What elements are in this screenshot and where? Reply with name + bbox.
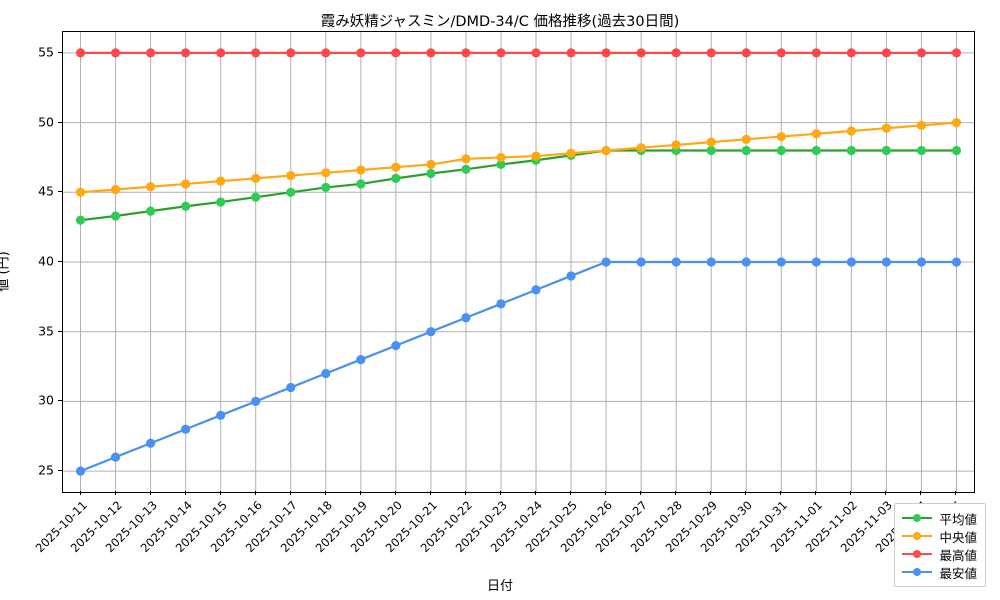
x-tick-mark bbox=[885, 491, 887, 495]
x-tick-mark bbox=[780, 491, 782, 495]
y-tick-mark bbox=[58, 330, 62, 332]
series-2 bbox=[75, 118, 962, 197]
chart-title: 霞み妖精ジャスミン/DMD-34/C 価格推移(過去30日間) bbox=[320, 14, 680, 30]
series-3 bbox=[75, 48, 962, 58]
x-tick-mark bbox=[955, 491, 957, 495]
legend-label: 最高値 bbox=[939, 547, 977, 563]
x-tick-mark bbox=[464, 491, 466, 495]
y-tick-mark bbox=[58, 470, 62, 472]
y-tick-mark bbox=[58, 121, 62, 123]
y-tick-label: 25 bbox=[38, 462, 54, 478]
y-axis-label: 値 (円) bbox=[0, 251, 12, 291]
x-tick-mark bbox=[359, 491, 361, 495]
x-tick-mark bbox=[570, 491, 572, 495]
legend-item-3[interactable]: 最高値 bbox=[902, 545, 977, 563]
x-tick-mark bbox=[254, 491, 256, 495]
legend-marker-icon bbox=[902, 511, 933, 525]
legend-marker-icon bbox=[902, 529, 933, 543]
y-tick-mark bbox=[58, 51, 62, 53]
legend-label: 平均値 bbox=[939, 511, 977, 527]
x-tick-mark bbox=[219, 491, 221, 495]
x-tick-mark bbox=[184, 491, 186, 495]
plot-area bbox=[62, 31, 975, 493]
legend-item-2[interactable]: 中央値 bbox=[902, 527, 977, 545]
y-tick-label: 55 bbox=[38, 44, 54, 60]
y-tick-mark bbox=[58, 261, 62, 262]
y-tick-label: 35 bbox=[38, 323, 54, 339]
legend-label: 最安値 bbox=[939, 565, 977, 581]
x-tick-mark bbox=[640, 491, 642, 495]
y-tick-mark bbox=[58, 191, 62, 193]
x-tick-mark bbox=[499, 491, 501, 495]
x-tick-mark bbox=[429, 491, 431, 495]
data-series-layer bbox=[75, 48, 962, 476]
y-tick-label: 40 bbox=[38, 253, 54, 269]
x-tick-mark bbox=[605, 491, 607, 495]
x-tick-mark bbox=[710, 491, 712, 495]
x-tick-mark bbox=[815, 491, 817, 495]
x-tick-mark bbox=[114, 491, 116, 495]
chart-legend: 平均値中央値最高値最安値 bbox=[894, 503, 986, 587]
x-tick-mark bbox=[535, 491, 537, 495]
x-tick-mark bbox=[850, 491, 852, 495]
x-tick-mark bbox=[149, 491, 151, 495]
y-tick-mark bbox=[58, 400, 62, 402]
x-tick-mark bbox=[394, 491, 396, 495]
legend-label: 中央値 bbox=[939, 529, 977, 545]
legend-item-1[interactable]: 平均値 bbox=[902, 509, 977, 527]
x-axis-label: 日付 bbox=[486, 579, 513, 594]
x-tick-mark bbox=[79, 491, 81, 495]
legend-marker-icon bbox=[902, 565, 933, 579]
y-tick-label: 45 bbox=[38, 183, 54, 199]
x-tick-mark bbox=[675, 491, 677, 495]
x-tick-mark bbox=[289, 491, 291, 495]
x-tick-mark bbox=[745, 491, 747, 495]
x-tick-mark bbox=[324, 491, 326, 495]
y-tick-label: 50 bbox=[38, 114, 54, 130]
legend-item-4[interactable]: 最安値 bbox=[902, 563, 977, 581]
legend-marker-icon bbox=[902, 547, 933, 561]
x-tick-mark bbox=[920, 491, 922, 495]
y-tick-label: 30 bbox=[38, 392, 54, 408]
series-4 bbox=[75, 257, 962, 476]
